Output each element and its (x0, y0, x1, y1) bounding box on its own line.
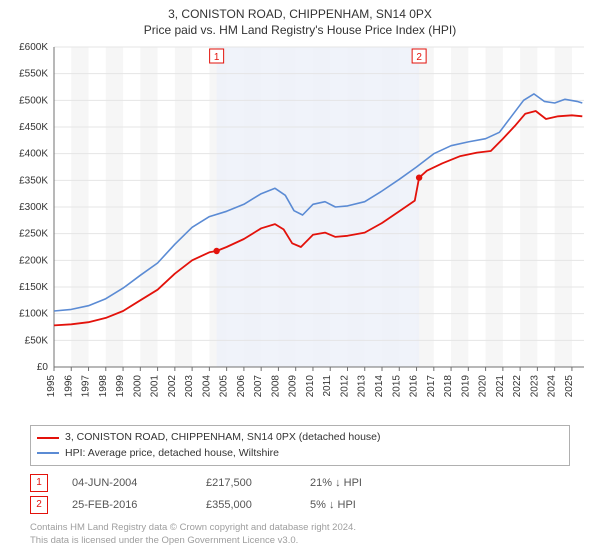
svg-text:£250K: £250K (19, 228, 48, 239)
svg-text:2021: 2021 (495, 374, 506, 397)
legend-item: HPI: Average price, detached house, Wilt… (37, 446, 563, 462)
svg-text:£150K: £150K (19, 282, 48, 293)
svg-text:2010: 2010 (305, 374, 316, 397)
sale-row: 1 04-JUN-2004 £217,500 21% ↓ HPI (30, 472, 570, 494)
legend-swatch (37, 452, 59, 454)
svg-text:£500K: £500K (19, 95, 48, 106)
svg-text:2002: 2002 (167, 374, 178, 397)
svg-text:£100K: £100K (19, 308, 48, 319)
svg-text:2005: 2005 (219, 374, 230, 397)
attribution-line: Contains HM Land Registry data © Crown c… (30, 522, 570, 535)
svg-text:1999: 1999 (115, 374, 126, 397)
sale-marker-number: 1 (214, 52, 220, 63)
chart-area: £0 £50K £100K £150K £200K £250K £300K £350K £400… (8, 41, 592, 421)
legend-label: HPI: Average price, detached house, Wilt… (65, 446, 279, 462)
svg-text:2000: 2000 (132, 374, 143, 397)
svg-text:£400K: £400K (19, 148, 48, 159)
svg-text:2009: 2009 (288, 374, 299, 397)
svg-text:2015: 2015 (391, 374, 402, 397)
line-chart: £0 £50K £100K £150K £200K £250K £300K £350K £400… (8, 41, 592, 421)
svg-text:£0: £0 (37, 362, 49, 373)
svg-text:2019: 2019 (460, 374, 471, 397)
sale-row-price: £355,000 (206, 499, 286, 511)
svg-text:£200K: £200K (19, 255, 48, 266)
svg-text:2013: 2013 (357, 374, 368, 397)
svg-text:2001: 2001 (150, 374, 161, 397)
legend: 3, CONISTON ROAD, CHIPPENHAM, SN14 0PX (… (30, 425, 570, 467)
sale-row-diff: 21% ↓ HPI (310, 477, 400, 489)
svg-text:2020: 2020 (478, 374, 489, 397)
sale-marker-number: 2 (416, 52, 422, 63)
svg-text:£550K: £550K (19, 68, 48, 79)
svg-text:1996: 1996 (63, 374, 74, 397)
svg-text:2025: 2025 (564, 374, 575, 397)
svg-text:2003: 2003 (184, 374, 195, 397)
svg-text:2017: 2017 (426, 374, 437, 397)
sale-row-marker: 1 (30, 474, 48, 492)
svg-text:2014: 2014 (374, 374, 385, 397)
svg-text:£450K: £450K (19, 122, 48, 133)
svg-text:2016: 2016 (409, 374, 420, 397)
svg-text:2006: 2006 (236, 374, 247, 397)
sale-marker-table: 1 04-JUN-2004 £217,500 21% ↓ HPI 2 25-FEB-201… (30, 472, 570, 516)
svg-text:1998: 1998 (98, 374, 109, 397)
svg-text:2011: 2011 (322, 374, 333, 396)
sale-row-marker: 2 (30, 496, 48, 514)
svg-text:2024: 2024 (547, 374, 558, 397)
attribution-line: This data is licensed under the Open Gov… (30, 535, 570, 548)
svg-text:2004: 2004 (201, 374, 212, 397)
svg-text:2023: 2023 (529, 374, 540, 397)
legend-swatch (37, 437, 59, 439)
svg-text:£50K: £50K (25, 335, 49, 346)
sale-row: 2 25-FEB-2016 £355,000 5% ↓ HPI (30, 494, 570, 516)
sale-row-date: 25-FEB-2016 (72, 499, 182, 511)
svg-text:£300K: £300K (19, 202, 48, 213)
sale-row-date: 04-JUN-2004 (72, 477, 182, 489)
svg-text:2007: 2007 (253, 374, 264, 397)
svg-text:£600K: £600K (19, 42, 48, 53)
sale-row-diff: 5% ↓ HPI (310, 499, 400, 511)
svg-text:1995: 1995 (46, 374, 57, 397)
sale-row-price: £217,500 (206, 477, 286, 489)
chart-title: 3, CONISTON ROAD, CHIPPENHAM, SN14 0PX (0, 0, 600, 23)
svg-text:£350K: £350K (19, 175, 48, 186)
chart-subtitle: Price paid vs. HM Land Registry's House … (0, 23, 600, 41)
legend-label: 3, CONISTON ROAD, CHIPPENHAM, SN14 0PX (… (65, 430, 381, 446)
svg-text:2008: 2008 (270, 374, 281, 397)
attribution: Contains HM Land Registry data © Crown c… (30, 522, 570, 548)
svg-text:2012: 2012 (339, 374, 350, 397)
legend-item: 3, CONISTON ROAD, CHIPPENHAM, SN14 0PX (… (37, 430, 563, 446)
svg-text:2022: 2022 (512, 374, 523, 397)
svg-text:2018: 2018 (443, 374, 454, 397)
svg-text:1997: 1997 (81, 374, 92, 397)
